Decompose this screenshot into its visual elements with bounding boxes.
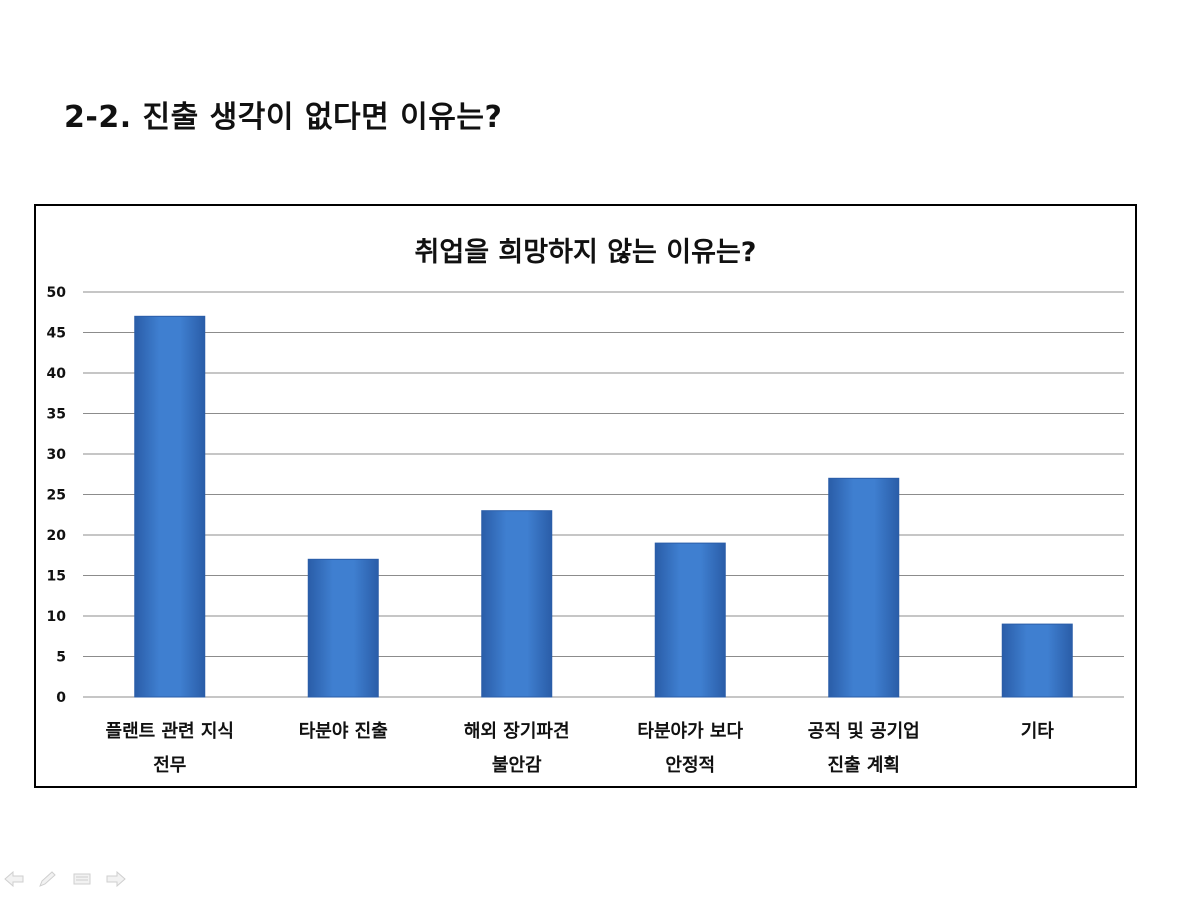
prev-arrow-icon[interactable] — [0, 868, 28, 890]
y-tick-label: 25 — [47, 488, 66, 504]
bar — [134, 315, 206, 698]
chart-frame: 취업을 희망하지 않는 이유는? 0 5 10 15 20 25 30 35 40 45 50 플랜트… — [34, 204, 1137, 788]
x-tick-label: 진출 계획 — [827, 755, 900, 776]
x-tick-label: 해외 장기파견 — [464, 721, 570, 742]
x-tick-label: 불안감 — [492, 755, 542, 776]
bar — [307, 558, 379, 698]
y-tick-label: 30 — [47, 447, 67, 463]
chart-title: 취업을 희망하지 않는 이유는? — [414, 237, 757, 268]
slideshow-nav — [0, 868, 130, 890]
menu-icon[interactable] — [68, 868, 96, 890]
x-tick-label: 플랜트 관련 지식 — [106, 721, 234, 742]
bar — [828, 477, 900, 698]
y-tick-label: 5 — [56, 650, 66, 666]
y-tick-label: 10 — [47, 609, 67, 625]
x-tick-label: 안정적 — [665, 755, 715, 776]
x-tick-label: 기타 — [1021, 721, 1055, 742]
slide-title: 2-2. 진출 생각이 없다면 이유는? — [64, 100, 503, 135]
pen-icon[interactable] — [34, 868, 62, 890]
bar — [1001, 623, 1073, 698]
x-tick-label: 전무 — [153, 755, 186, 776]
y-tick-label: 45 — [47, 326, 66, 342]
y-tick-label: 15 — [47, 569, 66, 585]
bar — [654, 542, 726, 698]
y-tick-label: 0 — [56, 690, 66, 706]
y-tick-label: 35 — [47, 407, 66, 423]
y-tick-label: 50 — [47, 285, 67, 301]
bar — [481, 510, 553, 698]
y-tick-label: 40 — [47, 366, 67, 382]
x-tick-label: 공직 및 공기업 — [808, 721, 920, 742]
x-tick-label: 타분야 진출 — [299, 721, 388, 742]
next-arrow-icon[interactable] — [102, 868, 130, 890]
x-tick-label: 타분야가 보다 — [637, 721, 743, 742]
y-tick-label: 20 — [47, 528, 67, 544]
